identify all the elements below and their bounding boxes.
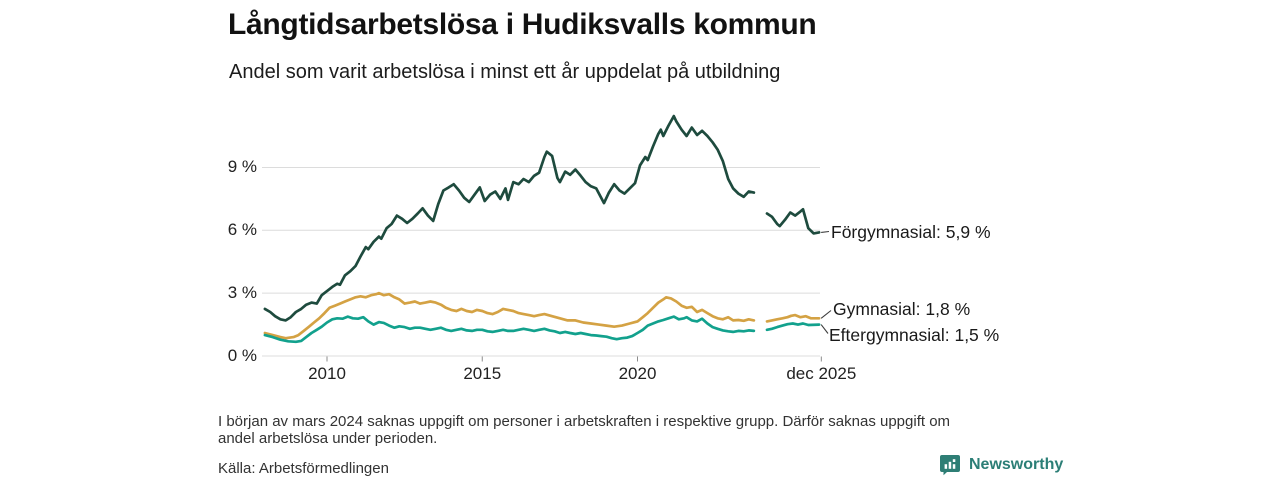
y-tick-label: 9 % <box>227 157 257 177</box>
series-line-förgymnasial <box>263 114 756 322</box>
branding: Newsworthy <box>938 453 1063 477</box>
series-end-label-eftergymnasial: Eftergymnasial: 1,5 % <box>829 325 1000 345</box>
x-tick-label: 2015 <box>463 364 502 383</box>
x-tick-label: 2010 <box>308 364 346 383</box>
y-tick-label: 3 % <box>227 283 257 303</box>
series-end-label-forgymnasial: Förgymnasial: 5,9 % <box>831 222 991 242</box>
footnote-line-2: andel arbetslösa under perioden. <box>218 429 438 447</box>
source-attribution: Källa: Arbetsförmedlingen <box>218 460 389 477</box>
label-connector <box>820 324 829 334</box>
label-connector <box>820 310 832 319</box>
series-line-eftergymnasial <box>263 315 756 344</box>
y-tick-label: 0 % <box>227 346 257 365</box>
chart-title: Långtidsarbetslösa i Hudiksvalls kommun <box>228 8 817 41</box>
label-connector <box>821 230 830 233</box>
brand-name: Newsworthy <box>969 456 1064 473</box>
y-axis-labels: 0 % 3 % 6 % 9 % <box>180 0 257 480</box>
footnote-line-1: I början av mars 2024 saknas uppgift om … <box>218 413 951 430</box>
x-tick-label: 2020 <box>618 364 657 383</box>
x-tick-label: dec 2025 <box>786 364 857 383</box>
footnote: I början av mars 2024 saknas uppgift om … <box>218 413 1078 447</box>
y-tick-label: 6 % <box>227 220 257 240</box>
series-end-label-gymnasial: Gymnasial: 1,8 % <box>833 299 971 319</box>
series-line-förgymnasial <box>765 207 821 235</box>
series-line-gymnasial <box>765 313 821 323</box>
newsworthy-logo-icon <box>940 455 960 476</box>
series-line-gymnasial <box>263 291 756 340</box>
series-line-eftergymnasial <box>765 322 821 332</box>
chart-subtitle: Andel som varit arbetslösa i minst ett å… <box>229 61 781 83</box>
